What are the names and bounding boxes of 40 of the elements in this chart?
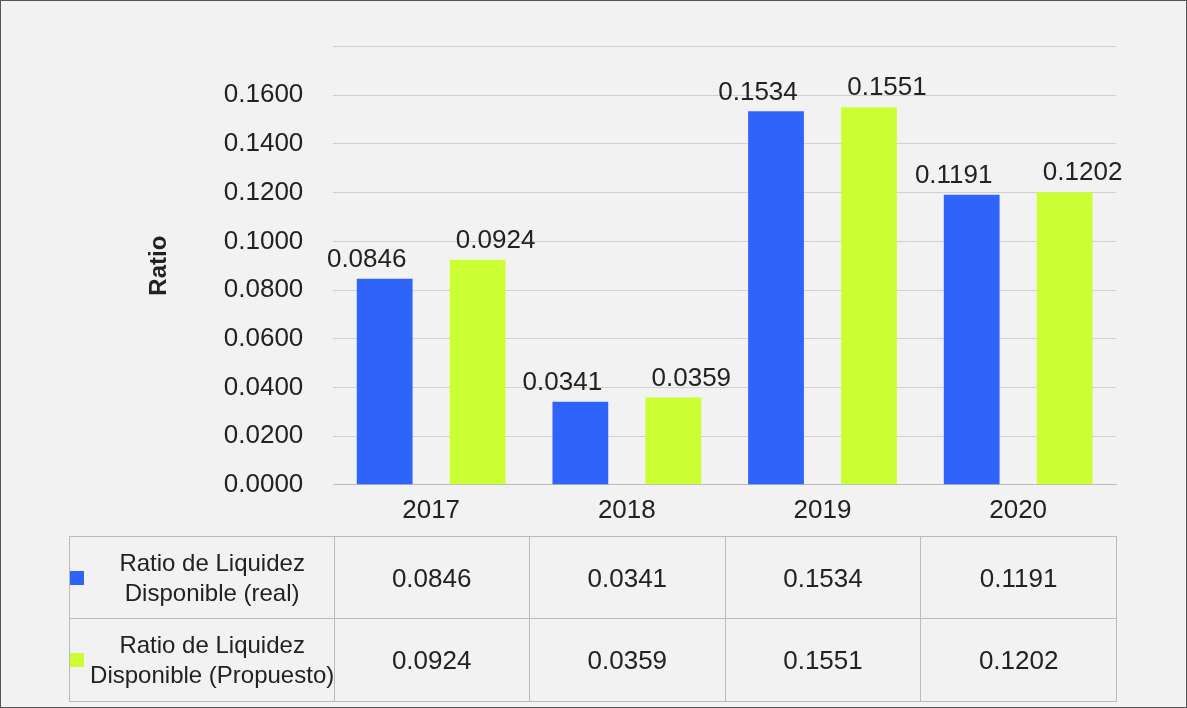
y-tick-label: 0.1600 bbox=[223, 78, 304, 109]
y-tick-label: 0.0000 bbox=[223, 467, 304, 498]
bar bbox=[552, 401, 609, 485]
text: 0.0341 bbox=[522, 365, 603, 396]
bar bbox=[841, 107, 897, 485]
legend-label: Ratio de Liquidez Disponible (Propuesto) bbox=[90, 630, 335, 690]
data-label: 0.1534 bbox=[725, 537, 922, 619]
y-tick-label: 0.1200 bbox=[223, 175, 304, 206]
y-tick-label: 0.1400 bbox=[223, 127, 304, 158]
y-tick-label: 0.0800 bbox=[223, 273, 304, 304]
bar bbox=[748, 111, 804, 485]
data-label: 0.0341 bbox=[529, 537, 726, 619]
y-tick-label: 0.0200 bbox=[223, 419, 304, 450]
x-tick-label: 2017 bbox=[402, 493, 461, 524]
y-tick-label: 0.1000 bbox=[223, 224, 304, 255]
bar bbox=[449, 259, 506, 485]
bar bbox=[943, 194, 1000, 485]
text: 0.1534 bbox=[718, 75, 798, 106]
bar bbox=[1036, 192, 1093, 485]
x-tick-label: 2020 bbox=[989, 493, 1048, 524]
text: 0.1191 bbox=[914, 159, 993, 190]
data-label: 0.0924 bbox=[334, 619, 530, 701]
x-tick-label: 2019 bbox=[793, 493, 852, 524]
data-label: 0.1191 bbox=[921, 537, 1117, 619]
data-label: 0.1202 bbox=[921, 619, 1117, 701]
data-label: 0.1551 bbox=[725, 619, 922, 701]
bar bbox=[356, 278, 413, 485]
text: 0.0924 bbox=[455, 224, 536, 255]
text: 0.0846 bbox=[326, 243, 407, 274]
x-tick-label: 2018 bbox=[597, 493, 656, 524]
data-label: 0.0846 bbox=[334, 537, 530, 619]
text: 0.1551 bbox=[847, 71, 927, 102]
data-label: 0.0359 bbox=[529, 619, 726, 701]
y-axis-title: Ratio bbox=[144, 235, 172, 296]
bar bbox=[645, 397, 702, 485]
legend-label: Ratio de Liquidez Disponible (real) bbox=[118, 548, 306, 608]
text: 0.0359 bbox=[651, 361, 732, 392]
y-tick-label: 0.0600 bbox=[223, 321, 304, 352]
y-tick-label: 0.0400 bbox=[223, 370, 304, 401]
text: 0.1202 bbox=[1042, 156, 1123, 187]
